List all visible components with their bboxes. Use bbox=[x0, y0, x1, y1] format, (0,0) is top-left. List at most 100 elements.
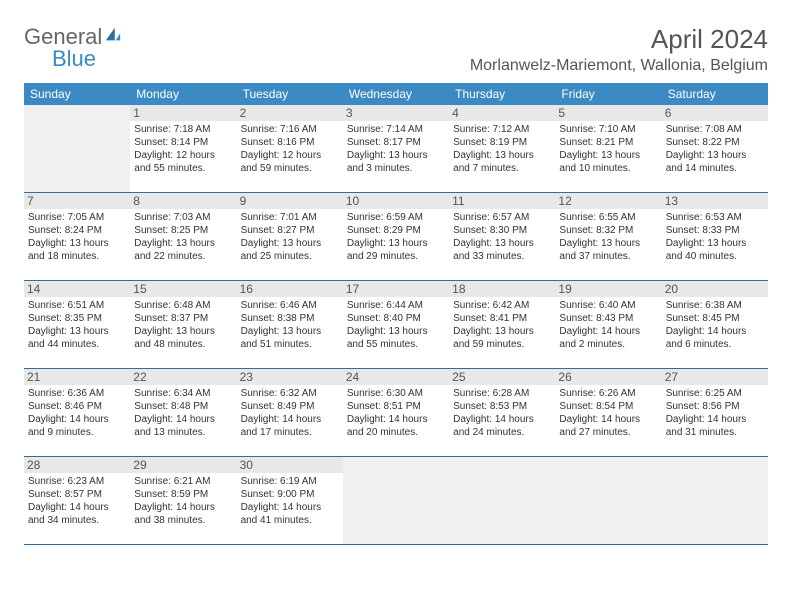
daylight-line-1: Daylight: 13 hours bbox=[666, 149, 764, 162]
day-cell: 21Sunrise: 6:36 AMSunset: 8:46 PMDayligh… bbox=[24, 369, 130, 457]
blank-cell bbox=[662, 457, 768, 545]
day-number: 9 bbox=[237, 193, 343, 209]
sunset-line: Sunset: 8:14 PM bbox=[134, 136, 232, 149]
day-number: 10 bbox=[343, 193, 449, 209]
sunrise-line: Sunrise: 6:42 AM bbox=[453, 299, 551, 312]
blank-cell bbox=[449, 457, 555, 545]
daylight-line-2: and 41 minutes. bbox=[241, 514, 339, 527]
daylight-line-1: Daylight: 14 hours bbox=[559, 325, 657, 338]
sunset-line: Sunset: 8:27 PM bbox=[241, 224, 339, 237]
sunrise-line: Sunrise: 6:57 AM bbox=[453, 211, 551, 224]
daylight-line-2: and 7 minutes. bbox=[453, 162, 551, 175]
daylight-line-1: Daylight: 13 hours bbox=[241, 325, 339, 338]
sunset-line: Sunset: 8:43 PM bbox=[559, 312, 657, 325]
daylight-line-1: Daylight: 13 hours bbox=[28, 237, 126, 250]
sunset-line: Sunset: 8:33 PM bbox=[666, 224, 764, 237]
dow-header: Sunday bbox=[24, 83, 130, 105]
day-cell: 11Sunrise: 6:57 AMSunset: 8:30 PMDayligh… bbox=[449, 193, 555, 281]
day-number: 23 bbox=[237, 369, 343, 385]
daylight-line-2: and 38 minutes. bbox=[134, 514, 232, 527]
day-cell: 17Sunrise: 6:44 AMSunset: 8:40 PMDayligh… bbox=[343, 281, 449, 369]
sunrise-line: Sunrise: 6:51 AM bbox=[28, 299, 126, 312]
daylight-line-2: and 44 minutes. bbox=[28, 338, 126, 351]
day-number: 5 bbox=[555, 105, 661, 121]
daylight-line-2: and 24 minutes. bbox=[453, 426, 551, 439]
daylight-line-1: Daylight: 14 hours bbox=[28, 501, 126, 514]
daylight-line-1: Daylight: 14 hours bbox=[453, 413, 551, 426]
dow-header: Saturday bbox=[662, 83, 768, 105]
day-cell: 19Sunrise: 6:40 AMSunset: 8:43 PMDayligh… bbox=[555, 281, 661, 369]
daylight-line-2: and 25 minutes. bbox=[241, 250, 339, 263]
daylight-line-2: and 40 minutes. bbox=[666, 250, 764, 263]
daylight-line-2: and 33 minutes. bbox=[453, 250, 551, 263]
day-number: 12 bbox=[555, 193, 661, 209]
dow-header: Thursday bbox=[449, 83, 555, 105]
month-title: April 2024 bbox=[470, 24, 768, 55]
daylight-line-1: Daylight: 13 hours bbox=[134, 237, 232, 250]
sunset-line: Sunset: 8:59 PM bbox=[134, 488, 232, 501]
daylight-line-2: and 55 minutes. bbox=[347, 338, 445, 351]
daylight-line-2: and 27 minutes. bbox=[559, 426, 657, 439]
sunrise-line: Sunrise: 7:16 AM bbox=[241, 123, 339, 136]
day-number: 30 bbox=[237, 457, 343, 473]
day-cell: 1Sunrise: 7:18 AMSunset: 8:14 PMDaylight… bbox=[130, 105, 236, 193]
day-number: 27 bbox=[662, 369, 768, 385]
sunrise-line: Sunrise: 6:21 AM bbox=[134, 475, 232, 488]
day-cell: 16Sunrise: 6:46 AMSunset: 8:38 PMDayligh… bbox=[237, 281, 343, 369]
sunrise-line: Sunrise: 7:12 AM bbox=[453, 123, 551, 136]
day-cell: 13Sunrise: 6:53 AMSunset: 8:33 PMDayligh… bbox=[662, 193, 768, 281]
day-number: 6 bbox=[662, 105, 768, 121]
day-number: 1 bbox=[130, 105, 236, 121]
daylight-line-1: Daylight: 14 hours bbox=[666, 325, 764, 338]
daylight-line-1: Daylight: 13 hours bbox=[347, 237, 445, 250]
sunset-line: Sunset: 8:32 PM bbox=[559, 224, 657, 237]
day-cell: 30 Sunrise: 6:19 AMSunset: 9:00 PMDayligh… bbox=[237, 457, 343, 545]
daylight-line-2: and 48 minutes. bbox=[134, 338, 232, 351]
sunrise-line: Sunrise: 6:48 AM bbox=[134, 299, 232, 312]
day-number: 25 bbox=[449, 369, 555, 385]
day-number: 15 bbox=[130, 281, 236, 297]
sunset-line: Sunset: 8:29 PM bbox=[347, 224, 445, 237]
daylight-line-1: Daylight: 14 hours bbox=[241, 501, 339, 514]
day-cell: 9Sunrise: 7:01 AMSunset: 8:27 PMDaylight… bbox=[237, 193, 343, 281]
day-cell: 25Sunrise: 6:28 AMSunset: 8:53 PMDayligh… bbox=[449, 369, 555, 457]
sunrise-line: Sunrise: 7:14 AM bbox=[347, 123, 445, 136]
sunset-line: Sunset: 8:53 PM bbox=[453, 400, 551, 413]
daylight-line-1: Daylight: 13 hours bbox=[28, 325, 126, 338]
daylight-line-2: and 10 minutes. bbox=[559, 162, 657, 175]
day-cell: 14Sunrise: 6:51 AMSunset: 8:35 PMDayligh… bbox=[24, 281, 130, 369]
daylight-line-2: and 17 minutes. bbox=[241, 426, 339, 439]
daylight-line-1: Daylight: 13 hours bbox=[347, 149, 445, 162]
blank-cell bbox=[343, 457, 449, 545]
blank-cell bbox=[555, 457, 661, 545]
day-number: 26 bbox=[555, 369, 661, 385]
daylight-line-1: Daylight: 14 hours bbox=[241, 413, 339, 426]
day-number: 17 bbox=[343, 281, 449, 297]
sunrise-line: Sunrise: 6:55 AM bbox=[559, 211, 657, 224]
sunset-line: Sunset: 8:57 PM bbox=[28, 488, 126, 501]
sunrise-line: Sunrise: 6:53 AM bbox=[666, 211, 764, 224]
sunset-line: Sunset: 8:56 PM bbox=[666, 400, 764, 413]
day-cell: 3Sunrise: 7:14 AMSunset: 8:17 PMDaylight… bbox=[343, 105, 449, 193]
daylight-line-2: and 29 minutes. bbox=[347, 250, 445, 263]
day-cell: 23Sunrise: 6:32 AMSunset: 8:49 PMDayligh… bbox=[237, 369, 343, 457]
sunrise-line: Sunrise: 6:36 AM bbox=[28, 387, 126, 400]
sunrise-line: Sunrise: 6:44 AM bbox=[347, 299, 445, 312]
daylight-line-2: and 59 minutes. bbox=[241, 162, 339, 175]
sunset-line: Sunset: 9:00 PM bbox=[241, 488, 339, 501]
sunset-line: Sunset: 8:37 PM bbox=[134, 312, 232, 325]
day-number: 21 bbox=[24, 369, 130, 385]
sunset-line: Sunset: 8:49 PM bbox=[241, 400, 339, 413]
daylight-line-2: and 20 minutes. bbox=[347, 426, 445, 439]
day-cell: 18Sunrise: 6:42 AMSunset: 8:41 PMDayligh… bbox=[449, 281, 555, 369]
day-cell: 8Sunrise: 7:03 AMSunset: 8:25 PMDaylight… bbox=[130, 193, 236, 281]
sunrise-line: Sunrise: 6:19 AM bbox=[241, 475, 339, 488]
dow-header: Wednesday bbox=[343, 83, 449, 105]
daylight-line-2: and 31 minutes. bbox=[666, 426, 764, 439]
daylight-line-2: and 37 minutes. bbox=[559, 250, 657, 263]
daylight-line-2: and 55 minutes. bbox=[134, 162, 232, 175]
daylight-line-1: Daylight: 14 hours bbox=[134, 501, 232, 514]
day-number: 19 bbox=[555, 281, 661, 297]
sunset-line: Sunset: 8:17 PM bbox=[347, 136, 445, 149]
daylight-line-2: and 6 minutes. bbox=[666, 338, 764, 351]
